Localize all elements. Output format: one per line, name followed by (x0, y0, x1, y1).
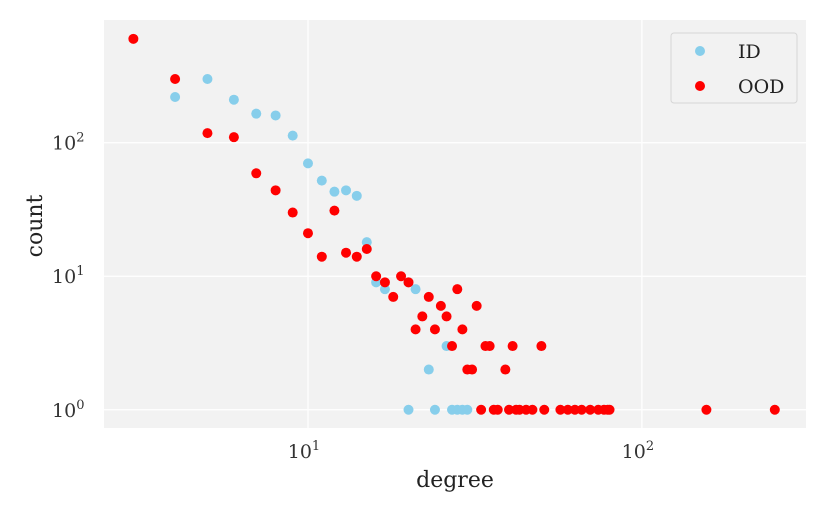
ood-point (287, 207, 298, 218)
data-points (128, 33, 780, 415)
ood-point (555, 404, 566, 415)
ood-point (507, 341, 518, 352)
ood-point (371, 271, 382, 282)
ood-point (492, 404, 503, 415)
legend-label-ood: OOD (738, 76, 784, 98)
ood-point (536, 341, 547, 352)
ood-point (476, 404, 487, 415)
ood-point (228, 132, 239, 143)
ood-point (585, 404, 596, 415)
ood-point (329, 205, 340, 216)
ood-point (527, 404, 538, 415)
ood-point (351, 251, 362, 262)
ood-point (423, 291, 434, 302)
ood-point (604, 404, 615, 415)
id-point (462, 404, 473, 415)
series-ood (128, 33, 780, 415)
ood-point (379, 277, 390, 288)
id-point (341, 185, 352, 196)
ood-point (417, 311, 428, 322)
ood-point (457, 324, 468, 335)
ood-point (576, 404, 587, 415)
id-point (302, 158, 313, 169)
id-point (423, 364, 434, 375)
id-point (351, 190, 362, 201)
ood-point (128, 33, 139, 44)
ood-point (467, 364, 478, 375)
y-tick-label: 102 (52, 131, 84, 155)
legend-label-id: ID (738, 41, 761, 63)
y-axis-title: count (23, 194, 48, 257)
ood-point (341, 247, 352, 258)
id-point (228, 94, 239, 105)
x-tick-label: 101 (288, 439, 320, 463)
x-tick-labels: 101 102 (288, 439, 654, 463)
ood-point (170, 74, 181, 85)
y-tick-label: 100 (52, 398, 84, 422)
ood-point (396, 271, 407, 282)
id-point (287, 130, 298, 141)
ood-point (539, 404, 550, 415)
ood-point (270, 185, 281, 196)
ood-point (441, 311, 452, 322)
legend-marker-ood (695, 81, 705, 91)
ood-point (447, 341, 458, 352)
y-tick-label: 101 (52, 264, 84, 288)
ood-point (484, 341, 495, 352)
ood-point (769, 404, 780, 415)
id-point (270, 110, 281, 121)
ood-point (471, 300, 482, 311)
id-point (403, 404, 414, 415)
ood-point (562, 404, 573, 415)
ood-point (500, 364, 511, 375)
ood-point (202, 128, 213, 139)
id-point (410, 284, 421, 295)
id-point (429, 404, 440, 415)
x-tick-label: 102 (622, 439, 654, 463)
ood-point (435, 300, 446, 311)
x-axis-title: degree (416, 468, 494, 493)
id-point (329, 186, 340, 197)
ood-point (361, 243, 372, 254)
ood-point (302, 228, 313, 239)
ood-point (410, 324, 421, 335)
ood-point (504, 404, 515, 415)
id-point (251, 108, 262, 119)
ood-point (403, 277, 414, 288)
legend-marker-id (695, 46, 705, 56)
ood-point (701, 404, 712, 415)
y-tick-labels: 100 101 102 (52, 131, 84, 422)
ood-point (316, 251, 327, 262)
id-point (202, 74, 213, 85)
id-point (316, 175, 327, 186)
ood-point (251, 168, 262, 179)
ood-point (452, 284, 463, 295)
legend: ID OOD (670, 32, 798, 104)
id-point (170, 91, 181, 102)
ood-point (429, 324, 440, 335)
ood-point (388, 291, 399, 302)
